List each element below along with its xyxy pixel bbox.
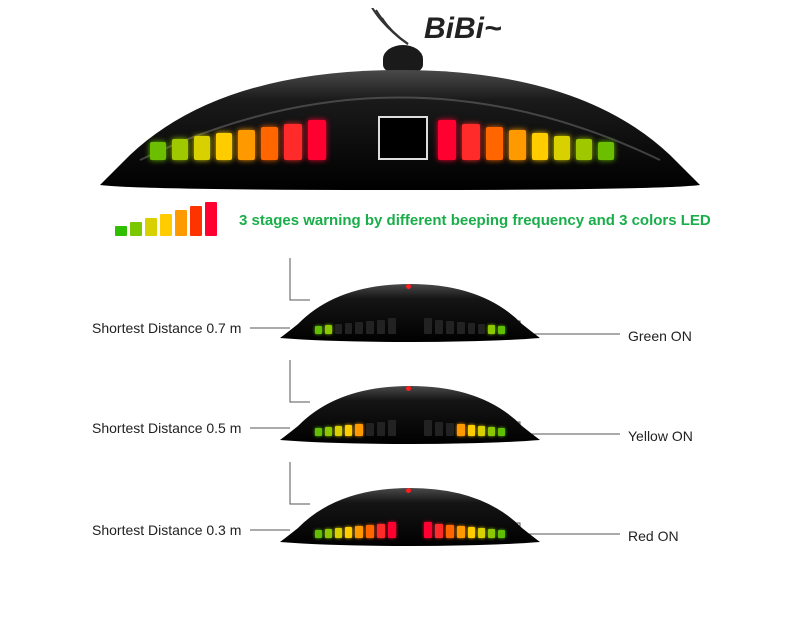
shortest-distance-label: Shortest Distance 0.7 m (92, 320, 241, 336)
color-state-label: Yellow ON (628, 428, 693, 444)
led-bar-small (315, 522, 396, 538)
led-bar-small (315, 420, 396, 436)
indicator-dot (406, 386, 411, 391)
color-state-label: Red ON (628, 528, 679, 544)
led-bar-small (424, 318, 505, 334)
shortest-distance-label: Shortest Distance 0.3 m (92, 522, 241, 538)
color-state-label: Green ON (628, 328, 692, 344)
led-bar-small (315, 318, 396, 334)
indicator-dot (406, 284, 411, 289)
led-bar-small (424, 522, 505, 538)
indicator-dot (406, 488, 411, 493)
shortest-distance-label: Shortest Distance 0.5 m (92, 420, 241, 436)
led-bar-small (424, 420, 505, 436)
